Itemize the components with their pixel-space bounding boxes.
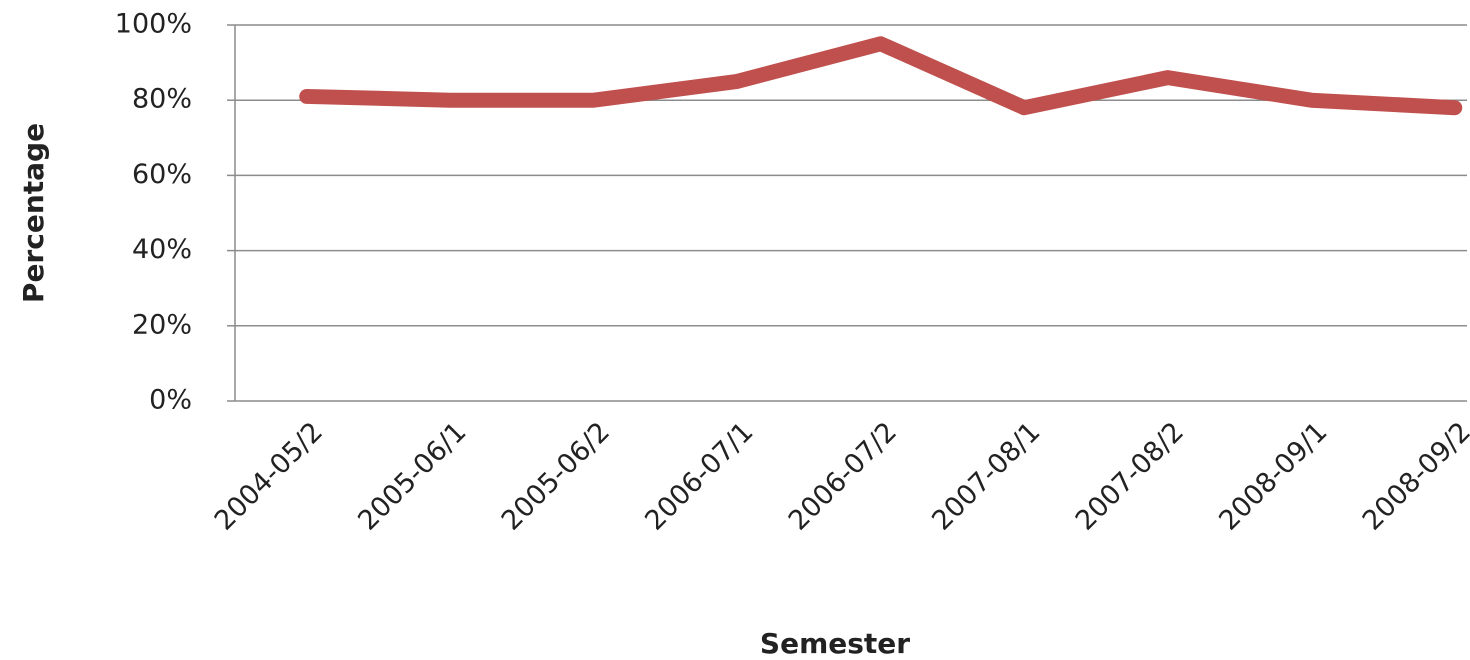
x-tick-label: 2005-06/2 <box>496 416 616 536</box>
x-tick-label: 2008-09/1 <box>1213 416 1333 536</box>
x-axis-title: Semester <box>760 627 910 660</box>
y-tick-label: 100% <box>115 9 192 40</box>
x-tick-label: 2005-06/1 <box>352 416 472 536</box>
y-tick-label: 40% <box>132 234 192 265</box>
y-tick-label: 60% <box>132 159 192 190</box>
x-tick-label: 2004-05/2 <box>209 416 329 536</box>
data-line <box>299 36 1463 116</box>
x-tick-label: 2007-08/2 <box>1070 416 1190 536</box>
x-tick-label: 2008-09/2 <box>1357 416 1470 536</box>
y-tick-label: 80% <box>132 84 192 115</box>
y-axis-title: Percentage <box>17 123 50 303</box>
x-tick-label: 2007-08/1 <box>926 416 1046 536</box>
x-tick-label: 2006-07/2 <box>783 416 903 536</box>
y-tick-label: 0% <box>149 385 192 416</box>
y-tick-label: 20% <box>132 309 192 340</box>
x-tick-label: 2006-07/1 <box>639 416 759 536</box>
